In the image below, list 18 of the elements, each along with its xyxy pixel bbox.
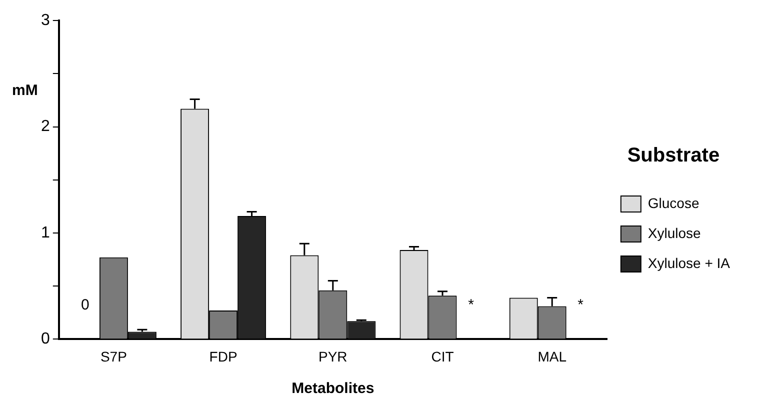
x-tick-label: FDP [209, 348, 238, 364]
y-axis-title: mM [12, 82, 38, 99]
legend-label: Xylulose [648, 224, 702, 241]
annotation: * [578, 296, 584, 314]
y-tick-label: 2 [40, 118, 50, 136]
annotation: 0 [81, 296, 90, 314]
y-tick-label: 1 [40, 224, 50, 242]
y-tick-label: 0 [40, 330, 50, 348]
x-tick-label: PYR [318, 348, 348, 364]
x-tick-label: S7P [100, 348, 127, 364]
legend-title: Substrate [627, 144, 720, 167]
legend-label: Xylulose + IA [648, 254, 731, 271]
legend-label: Glucose [648, 194, 700, 211]
x-axis-title: Metabolites [292, 380, 374, 398]
annotation: * [468, 296, 474, 314]
x-tick-label: MAL [538, 348, 567, 364]
x-tick-label: CIT [431, 348, 454, 364]
y-tick-label: 3 [40, 12, 50, 30]
